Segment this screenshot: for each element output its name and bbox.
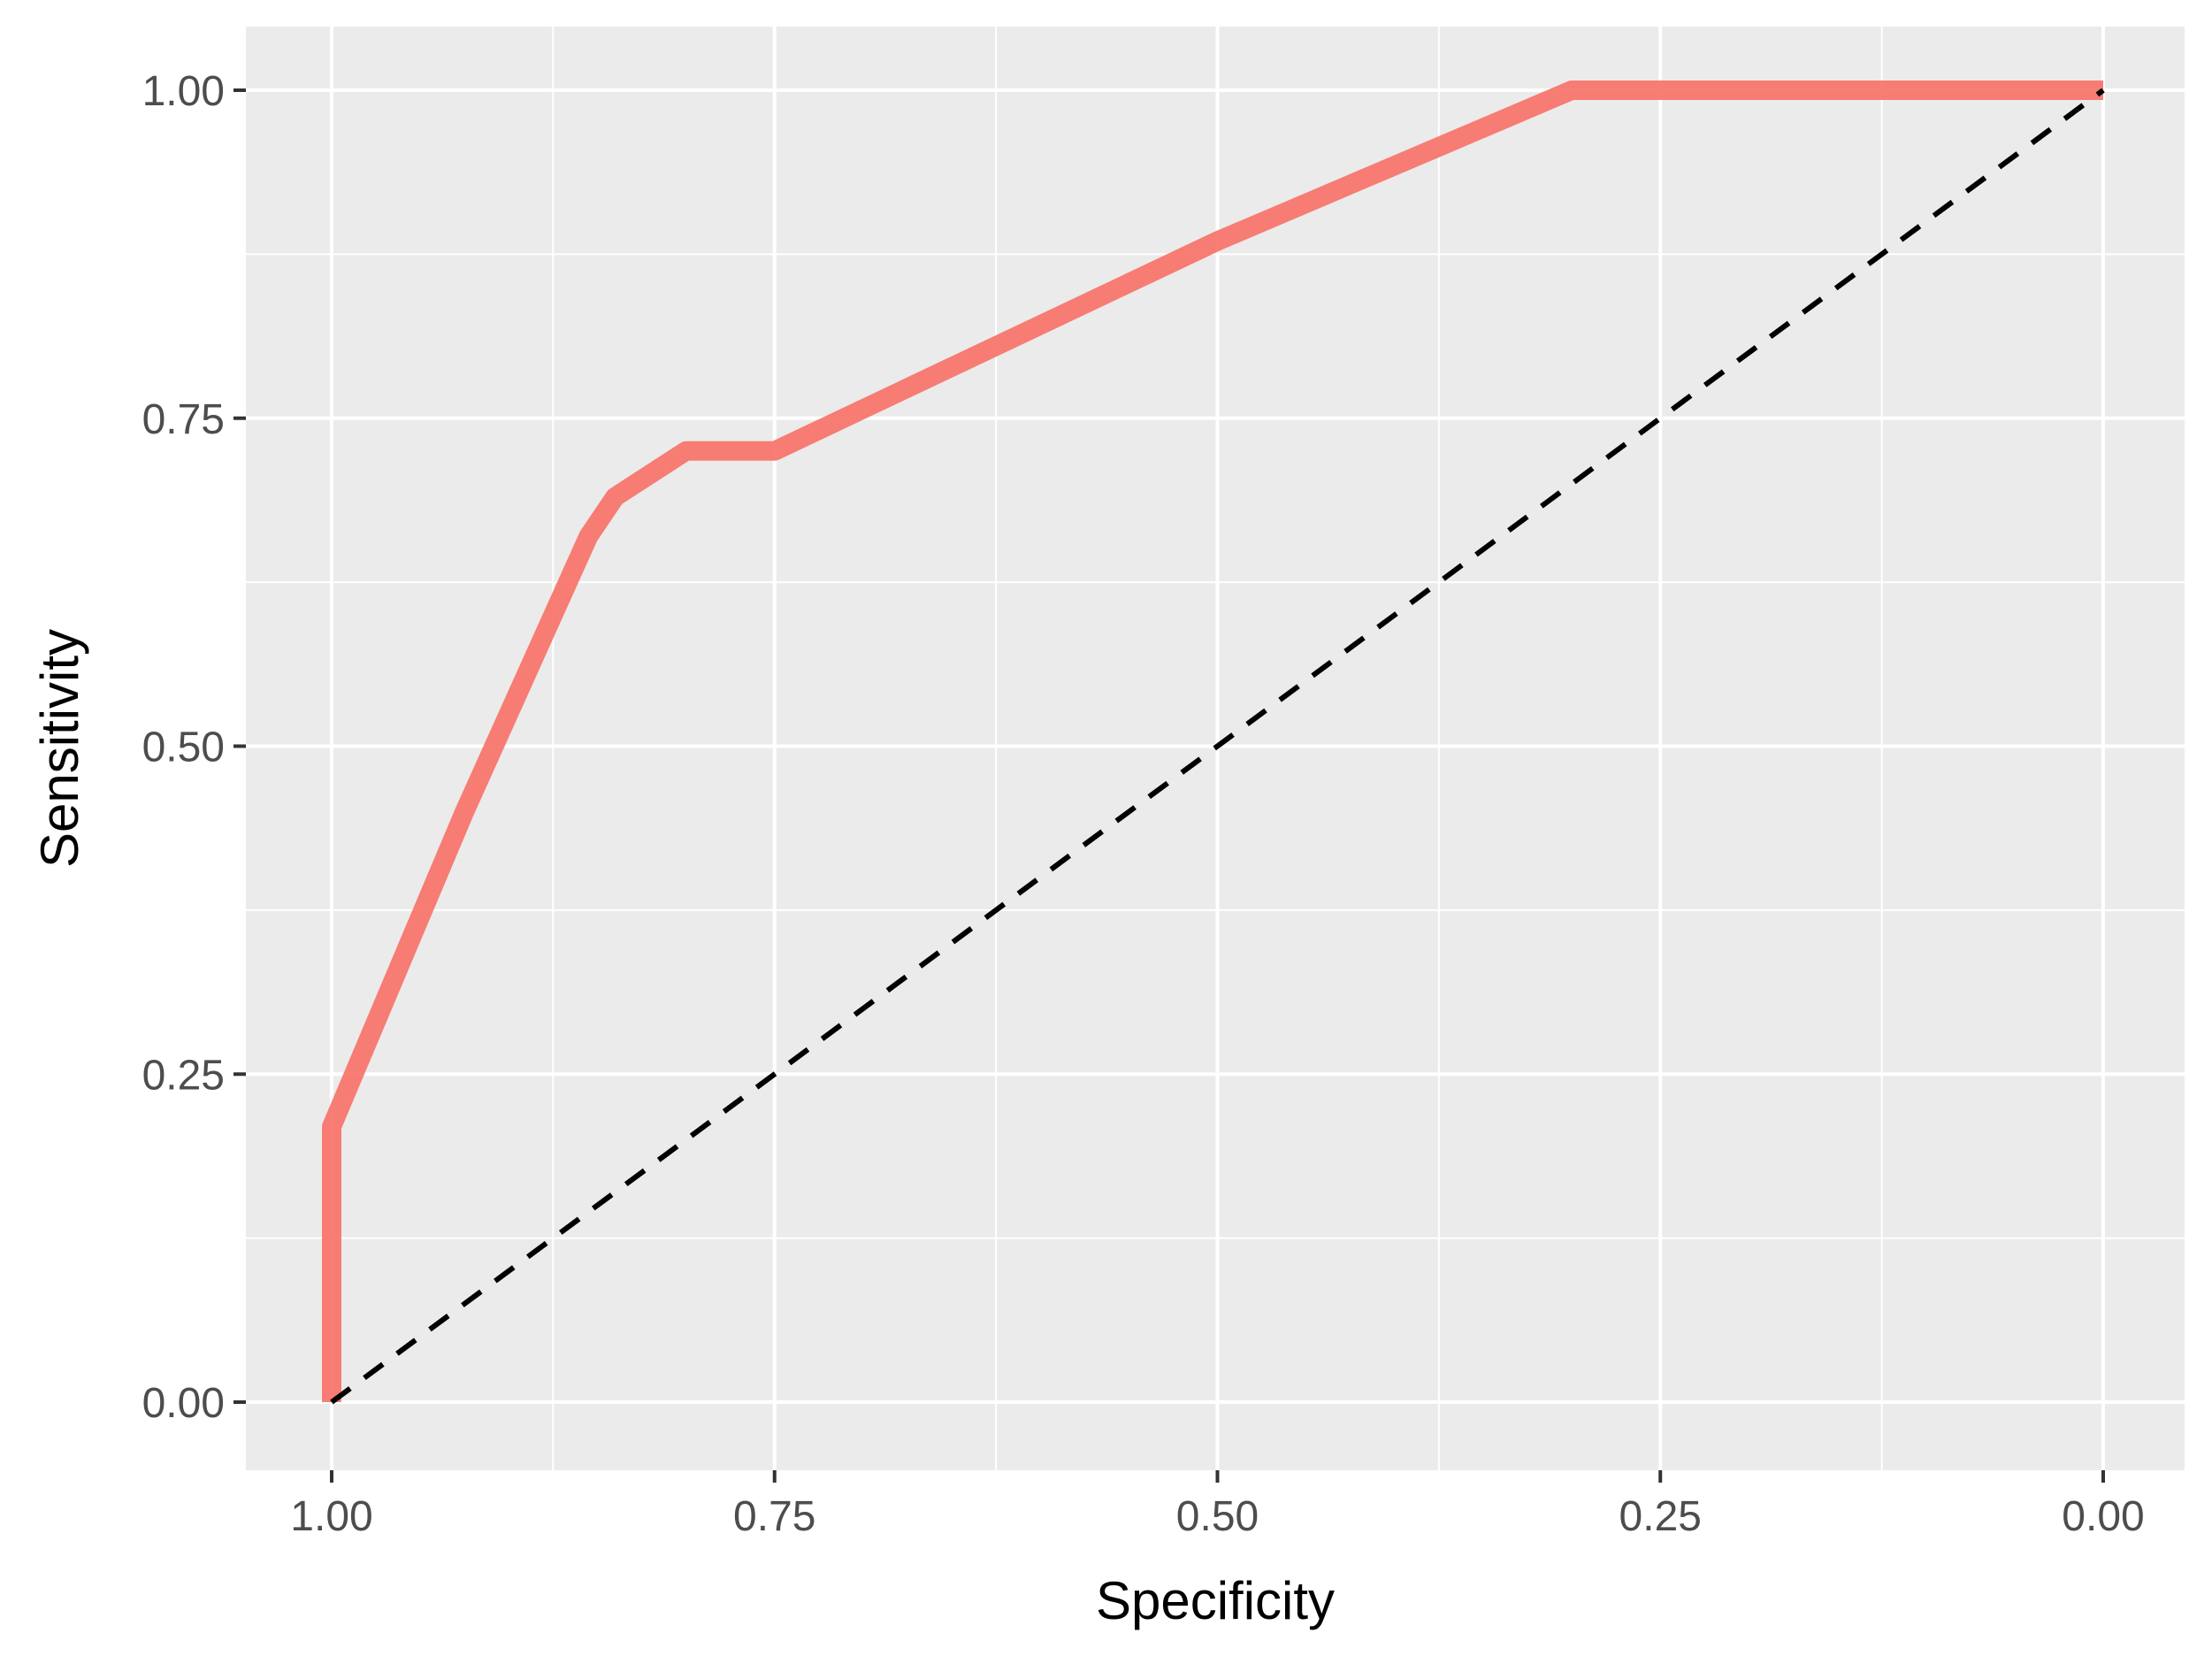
x-tick-label: 1.00 — [290, 1493, 372, 1540]
series-layer — [322, 80, 2105, 1405]
y-axis-title: Sensitivity — [30, 629, 89, 868]
x-tick-label: 0.50 — [1176, 1493, 1259, 1540]
y-tick-label: 0.75 — [142, 396, 225, 443]
y-tick-label: 1.00 — [142, 68, 225, 115]
x-tick-label: 0.00 — [2062, 1493, 2144, 1540]
y-tick-label: 0.25 — [142, 1052, 225, 1099]
roc-curve-line — [322, 80, 2103, 1402]
axis-ticks — [233, 88, 2105, 1483]
x-tick-label: 0.25 — [1619, 1493, 1702, 1540]
reference-diagonal-line — [330, 88, 2105, 1405]
y-tick-label: 0.00 — [142, 1380, 225, 1427]
x-axis-title: Specificity — [1096, 1571, 1335, 1630]
tick-labels: 1.00 0.75 0.50 0.25 0.00 0.00 0.25 0.50 0.75 1.00 — [142, 68, 2145, 1540]
y-tick-label: 0.50 — [142, 724, 225, 771]
x-tick-label: 0.75 — [733, 1493, 815, 1540]
grid-minor — [246, 27, 2185, 1470]
